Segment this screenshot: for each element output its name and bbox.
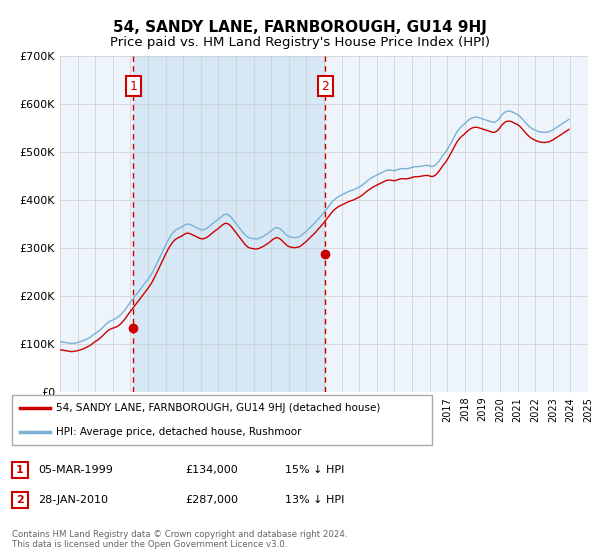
Bar — [12, 462, 28, 478]
Text: £287,000: £287,000 — [185, 495, 238, 505]
Text: 54, SANDY LANE, FARNBOROUGH, GU14 9HJ: 54, SANDY LANE, FARNBOROUGH, GU14 9HJ — [113, 20, 487, 35]
Text: Price paid vs. HM Land Registry's House Price Index (HPI): Price paid vs. HM Land Registry's House … — [110, 36, 490, 49]
Bar — [133, 56, 325, 392]
Text: 13% ↓ HPI: 13% ↓ HPI — [285, 495, 344, 505]
Text: Contains HM Land Registry data © Crown copyright and database right 2024.
This d: Contains HM Land Registry data © Crown c… — [12, 530, 347, 549]
Text: 1: 1 — [16, 465, 24, 475]
Text: 05-MAR-1999: 05-MAR-1999 — [38, 465, 113, 475]
Text: 2: 2 — [322, 80, 329, 93]
Text: 2: 2 — [16, 495, 24, 505]
Bar — [12, 395, 432, 445]
Bar — [12, 492, 28, 508]
Text: HPI: Average price, detached house, Rushmoor: HPI: Average price, detached house, Rush… — [56, 427, 302, 437]
Text: 15% ↓ HPI: 15% ↓ HPI — [285, 465, 344, 475]
Text: £134,000: £134,000 — [185, 465, 238, 475]
Text: 1: 1 — [130, 80, 137, 93]
Text: 54, SANDY LANE, FARNBOROUGH, GU14 9HJ (detached house): 54, SANDY LANE, FARNBOROUGH, GU14 9HJ (d… — [56, 403, 380, 413]
Text: 28-JAN-2010: 28-JAN-2010 — [38, 495, 108, 505]
